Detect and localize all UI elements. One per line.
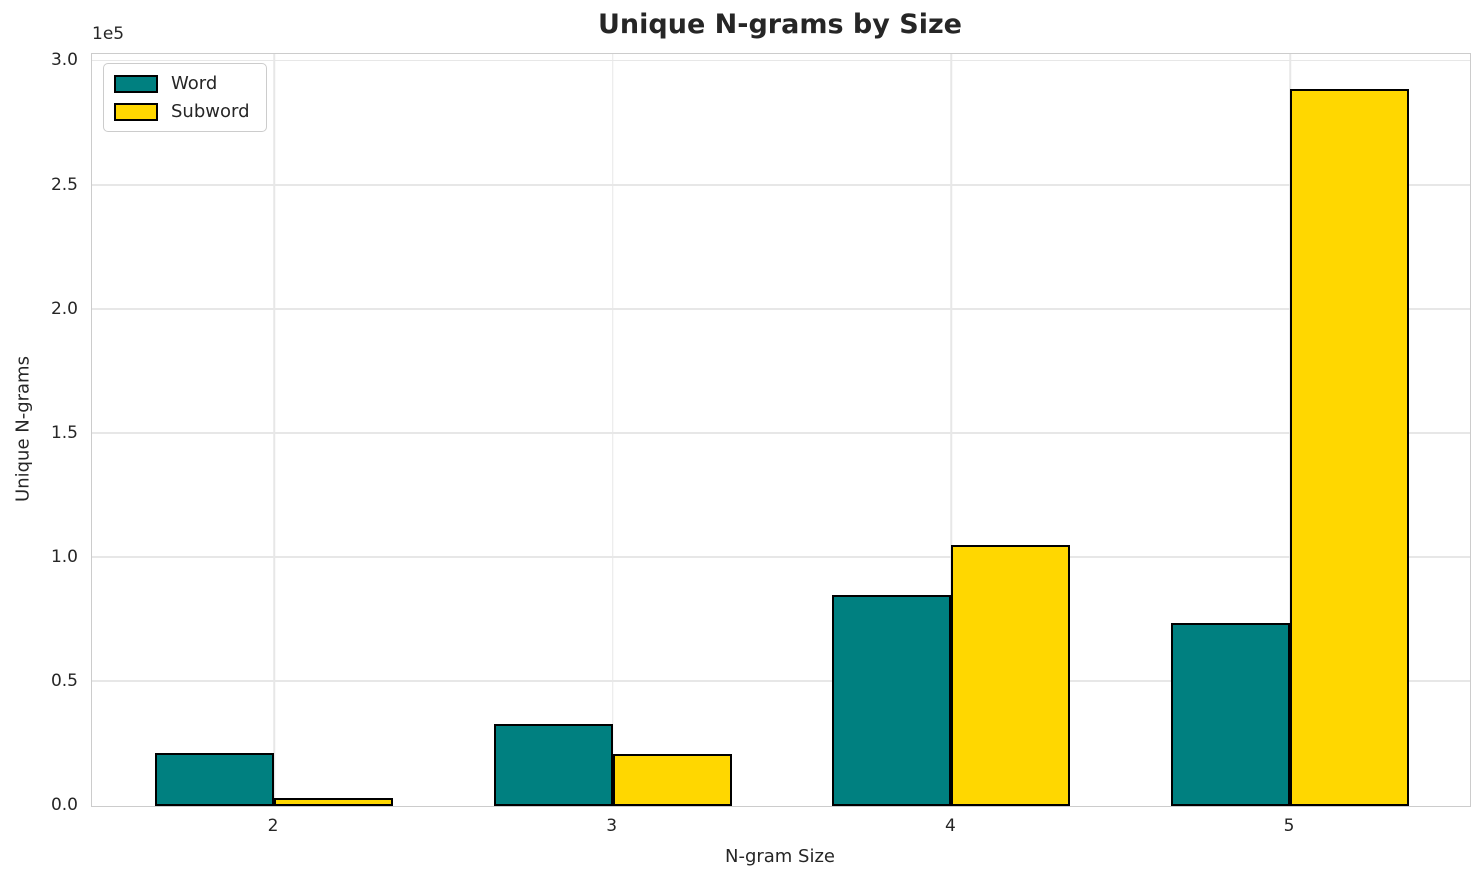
gridline-horizontal: [92, 556, 1470, 558]
bar-word-2: [155, 752, 275, 806]
y-tick-label: 0.5: [50, 670, 78, 691]
y-tick-label: 1.5: [50, 422, 78, 443]
gridline-horizontal: [92, 308, 1470, 310]
bar-subword-4: [951, 545, 1071, 806]
bar-subword-5: [1290, 88, 1410, 806]
gridline-vertical: [273, 54, 275, 806]
x-axis-label: N-gram Size: [724, 846, 836, 867]
legend-item-word: Word: [114, 73, 250, 94]
legend-swatch-icon: [114, 102, 158, 121]
y-tick-label: 0.0: [50, 795, 78, 815]
x-tick-label: 3: [606, 816, 618, 836]
gridline-horizontal: [92, 432, 1470, 434]
y-tick-label: 3.0: [50, 50, 78, 71]
chart-title: Unique N-grams by Size: [598, 9, 962, 40]
bar-word-3: [493, 724, 613, 806]
legend-label: Word: [171, 73, 218, 94]
y-tick-label: 2.5: [50, 174, 78, 195]
legend-label: Subword: [171, 101, 250, 122]
gridline-horizontal: [92, 184, 1470, 186]
y-tick-label: 1.0: [50, 546, 78, 567]
legend-swatch-icon: [114, 74, 158, 93]
bar-subword-2: [274, 797, 394, 806]
legend-item-subword: Subword: [114, 101, 250, 122]
x-tick-label: 4: [944, 816, 956, 836]
gridline-horizontal: [92, 59, 1470, 62]
gridline-vertical: [950, 54, 953, 806]
x-tick-label: 2: [267, 816, 279, 836]
legend: Word Subword: [103, 63, 267, 132]
y-axis-offset-text: 1e5: [92, 24, 125, 44]
gridline-horizontal: [92, 680, 1470, 682]
bar-subword-3: [612, 754, 732, 806]
x-tick-label: 5: [1283, 816, 1295, 836]
gridline-vertical: [611, 54, 614, 806]
plot-area: Word Subword: [91, 53, 1471, 807]
bar-word-4: [832, 595, 952, 806]
y-tick-label: 2.0: [50, 298, 78, 319]
bar-word-5: [1171, 623, 1291, 806]
